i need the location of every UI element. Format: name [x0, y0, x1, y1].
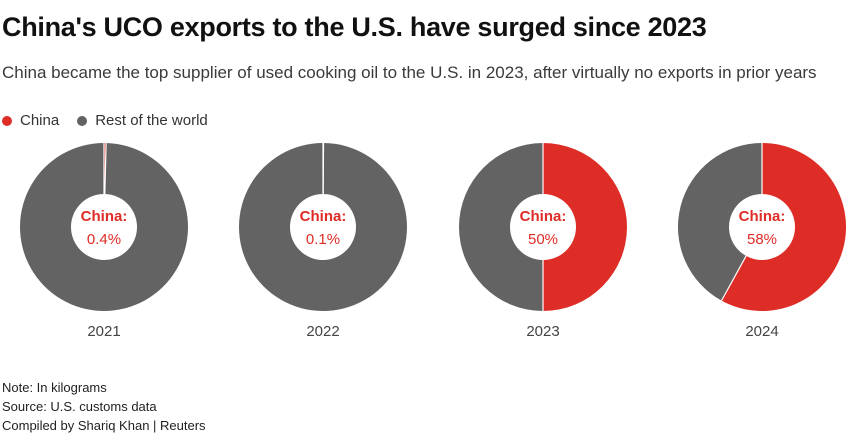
- center-label-title-2024: China:: [739, 208, 786, 225]
- year-label-2023: 2023: [526, 323, 559, 340]
- slice-separator: [104, 143, 107, 195]
- legend-item-rest: Rest of the world: [77, 112, 208, 129]
- slice-china-2023: [543, 143, 627, 311]
- donut-2024: China: 58% 2024: [677, 143, 846, 340]
- year-label-2022: 2022: [306, 323, 339, 340]
- year-label-2021: 2021: [87, 323, 120, 340]
- slice-separator: [721, 255, 747, 301]
- center-label-title-2022: China:: [300, 208, 347, 225]
- legend-label-china: China: [20, 112, 60, 129]
- center-label-value-2024: 58%: [747, 231, 777, 248]
- chart-footer: Note: In kilograms Source: U.S. customs …: [2, 378, 206, 435]
- footer-source: Source: U.S. customs data: [2, 399, 157, 414]
- slice-rest-2023: [459, 143, 543, 311]
- slice-china-2024: [721, 143, 846, 311]
- legend-label-rest: Rest of the world: [95, 112, 208, 129]
- footer-note: Note: In kilograms: [2, 380, 107, 395]
- footer-credit: Compiled by Shariq Khan | Reuters: [2, 418, 206, 433]
- chart-title: China's UCO exports to the U.S. have sur…: [2, 12, 707, 42]
- donut-charts: China: 0.4% 2021 China: 0.1% 2022 China: 50% 202…: [20, 142, 846, 340]
- center-label-value-2023: 50%: [528, 231, 558, 248]
- year-label-2024: 2024: [745, 323, 778, 340]
- legend-swatch-rest: [77, 115, 88, 126]
- chart-legend: China Rest of the world: [2, 112, 226, 129]
- slice-rest-2022: [238, 143, 407, 311]
- legend-swatch-china: [2, 115, 12, 126]
- slice-rest-2021: [20, 143, 189, 311]
- center-label-title-2021: China:: [81, 208, 128, 225]
- center-label-value-2021: 0.4%: [87, 231, 121, 248]
- donut-2023: China: 50% 2023: [459, 143, 627, 340]
- chart-subtitle: China became the top supplier of used co…: [2, 63, 817, 82]
- legend-item-china: China: [2, 112, 59, 129]
- center-label-value-2022: 0.1%: [306, 231, 340, 248]
- center-label-title-2023: China:: [520, 208, 567, 225]
- donut-2022: China: 0.1% 2022: [238, 142, 407, 340]
- slice-rest-2024: [677, 143, 762, 301]
- donut-2021: China: 0.4% 2021: [20, 143, 189, 340]
